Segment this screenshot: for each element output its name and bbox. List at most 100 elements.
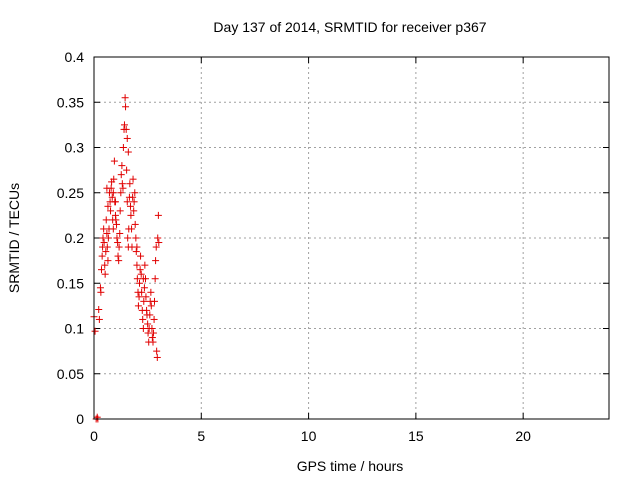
data-point [121,94,129,102]
data-point [115,243,123,251]
data-point [93,413,101,421]
y-tick-label: 0.3 [65,140,85,156]
data-point [130,207,138,215]
y-axis-label: SRMTID / TECUs [6,183,22,293]
data-point [98,252,106,260]
data-point [120,121,128,129]
data-point [131,189,139,197]
data-point [127,211,135,219]
data-point [139,315,147,323]
data-point [155,239,163,247]
data-point [104,234,112,242]
data-point [116,229,124,237]
data-point [150,315,158,323]
data-point [103,243,111,251]
data-point [153,347,161,355]
chart-title: Day 137 of 2014, SRMTID for receiver p36… [213,19,486,35]
data-point [133,275,141,283]
data-point [147,302,155,310]
data-point [97,288,105,296]
data-point [116,207,124,215]
data-point [132,248,140,256]
data-point [129,175,137,183]
y-tick-label: 0.4 [65,49,85,65]
plot-frame [93,56,610,420]
grid [94,57,609,419]
data-point [130,198,138,206]
x-tick-label: 0 [90,428,98,444]
data-point [124,234,132,242]
data-point [112,216,120,224]
y-tick-label: 0.05 [57,366,84,382]
x-tick-label: 20 [515,428,531,444]
data-point [95,305,103,313]
data-point [137,270,145,278]
data-point [135,293,143,301]
data-point [132,234,140,242]
data-point [108,193,116,201]
data-point [114,252,122,260]
data-points [90,94,163,423]
y-tick-label: 0.2 [65,230,85,246]
data-point [152,243,160,251]
data-point [142,293,150,301]
data-point [115,257,123,265]
axis-ticks: 0 0.05 0.1 0.15 0.2 0.25 0.3 0.35 0.4 0 5 10 15 20 [57,49,609,444]
data-point [129,193,137,201]
data-point [149,338,157,346]
data-point [122,103,130,111]
y-tick-label: 0.25 [57,185,84,201]
data-point [119,144,127,151]
data-point [140,297,148,305]
data-point [123,166,131,174]
data-point [110,157,118,165]
data-point [102,216,110,224]
data-point [109,189,117,197]
y-tick-label: 0.35 [57,94,84,110]
data-point [104,257,112,265]
data-point [134,302,142,310]
data-point [122,125,130,133]
data-point [118,162,126,170]
data-point [154,211,162,219]
data-point [101,270,109,278]
data-point [133,243,141,251]
data-point [118,180,126,188]
data-point [98,266,106,274]
data-point [114,239,122,247]
data-point [140,284,148,292]
data-point [135,279,143,287]
x-axis-label: GPS time / hours [297,458,404,474]
data-point [103,184,111,192]
data-point [113,220,121,228]
data-point [110,175,118,183]
data-point [91,327,99,335]
data-point [137,252,145,260]
data-point [139,275,147,283]
data-point [117,171,125,179]
data-point [119,184,127,192]
data-point [152,257,160,265]
data-point [124,148,132,156]
x-tick-label: 5 [197,428,205,444]
data-point [126,202,134,210]
data-point [146,311,154,319]
data-point [136,266,144,274]
data-point [151,275,159,283]
y-tick-label: 0 [76,411,84,427]
data-point [147,288,155,296]
data-point [141,261,149,269]
data-point [128,225,136,233]
data-point [131,220,139,228]
data-point [123,134,131,142]
data-point [102,248,110,256]
data-point [103,229,111,237]
data-point [148,334,156,342]
x-tick-label: 15 [408,428,424,444]
data-point [149,329,157,337]
data-point [153,353,161,361]
data-point [133,261,141,269]
data-point [126,180,134,188]
x-tick-label: 10 [301,428,317,444]
